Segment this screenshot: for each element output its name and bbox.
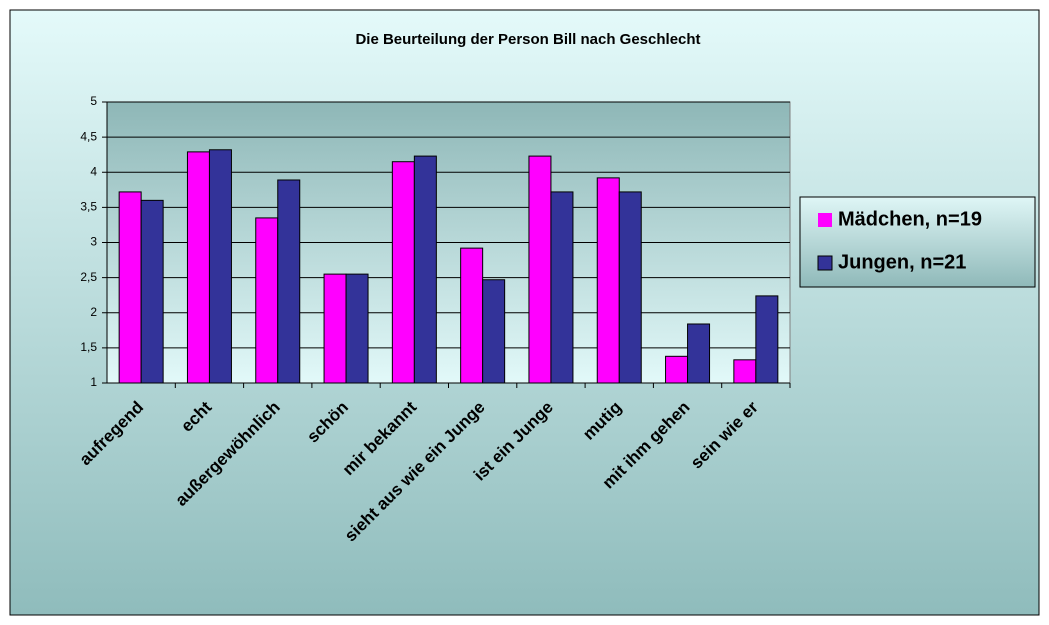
chart-title: Die Beurteilung der Person Bill nach Ges… <box>355 31 700 48</box>
y-tick-label: 2,5 <box>80 270 97 284</box>
y-tick-label: 1 <box>90 375 97 389</box>
bar <box>208 149 232 384</box>
bar <box>460 247 484 384</box>
legend-swatch <box>817 255 833 271</box>
y-tick-label: 1,5 <box>80 340 97 354</box>
bar <box>413 155 437 384</box>
y-tick-label: 3,5 <box>80 200 97 214</box>
bar <box>118 191 142 384</box>
y-tick-label: 4,5 <box>80 129 97 143</box>
bar <box>618 191 642 384</box>
bar <box>528 155 552 384</box>
bar <box>140 199 164 384</box>
y-tick-label: 3 <box>90 235 97 249</box>
legend <box>799 196 1036 288</box>
bar <box>596 177 620 384</box>
bar <box>687 323 711 384</box>
bar <box>323 273 347 384</box>
bar <box>755 295 779 384</box>
bar <box>277 179 301 384</box>
bar <box>733 359 757 384</box>
legend-swatch <box>818 213 832 227</box>
bar <box>345 273 369 384</box>
bar <box>391 161 415 384</box>
bar <box>665 355 689 384</box>
y-tick-label: 2 <box>90 305 97 319</box>
y-tick-label: 4 <box>90 164 97 178</box>
y-tick-label: 5 <box>90 94 97 108</box>
bar <box>482 279 506 384</box>
bar <box>550 191 574 384</box>
bar <box>255 217 279 384</box>
bar <box>186 151 210 384</box>
legend-label: Jungen, n=21 <box>838 251 966 273</box>
legend-label: Mädchen, n=19 <box>838 208 982 230</box>
